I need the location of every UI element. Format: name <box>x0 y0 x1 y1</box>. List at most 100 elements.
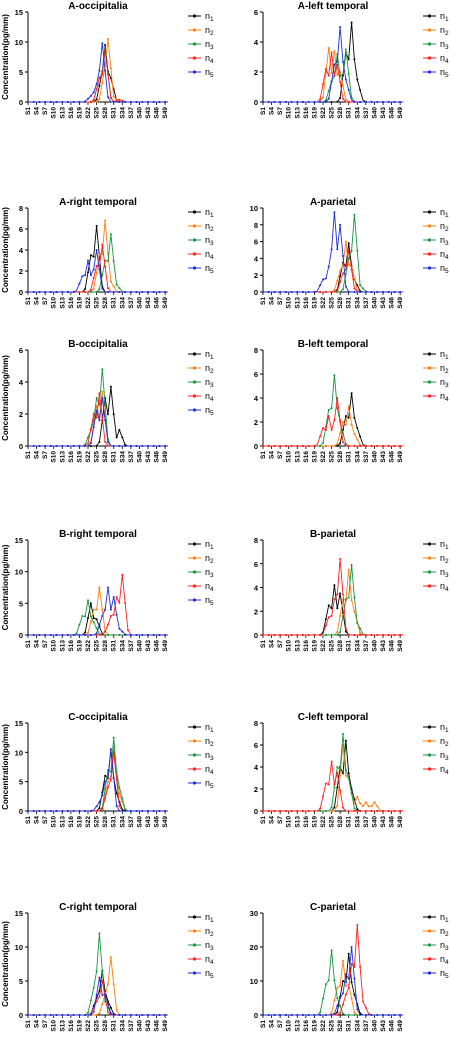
data-point <box>104 788 107 790</box>
y-tick-label: 0 <box>254 288 258 297</box>
data-point <box>347 290 350 293</box>
legend-marker <box>192 767 197 771</box>
legend-label: n1 <box>205 349 214 361</box>
data-point <box>118 429 121 431</box>
data-point <box>92 268 95 271</box>
data-point <box>362 1000 364 1003</box>
legend-label: n5 <box>440 968 449 980</box>
data-point <box>95 224 98 227</box>
x-tick-label: S49 <box>162 1020 169 1032</box>
y-tick-label: 0 <box>19 807 23 816</box>
data-point <box>302 634 304 636</box>
data-point <box>359 627 362 630</box>
data-point <box>353 416 356 419</box>
data-point <box>87 436 89 439</box>
x-tick-label: S37 <box>363 1020 370 1032</box>
data-point <box>49 634 52 636</box>
chart-panel: C-right temporal Concentration(pg/mm) 0 5 10… <box>1 902 214 1032</box>
x-tick-label: S22 <box>320 1020 327 1032</box>
data-point <box>353 445 356 447</box>
data-point <box>101 808 104 811</box>
series-line-n2 <box>263 569 403 636</box>
x-tick-label: S49 <box>162 297 169 309</box>
legend-label: n3 <box>205 39 214 51</box>
chart-title: C-parietal <box>310 902 356 913</box>
x-tick-label: S43 <box>380 297 387 309</box>
legend-marker <box>427 556 432 560</box>
legend-label: n4 <box>205 954 214 966</box>
legend-marker <box>192 366 197 370</box>
x-tick-label: S10 <box>51 107 58 119</box>
data-point <box>95 1013 98 1016</box>
x-tick-label: S31 <box>346 107 353 119</box>
x-tick-label: S43 <box>145 451 152 463</box>
x-tick-label: S4 <box>34 297 41 305</box>
data-point <box>336 60 339 63</box>
data-point <box>115 1009 118 1012</box>
data-point <box>92 617 95 619</box>
data-point <box>347 72 350 75</box>
x-tick-label: S40 <box>136 107 143 119</box>
y-tick-label: 8 <box>254 221 258 230</box>
x-tick-label: S37 <box>128 297 135 309</box>
data-point <box>319 633 322 636</box>
legend-label: n4 <box>205 764 214 776</box>
data-point <box>27 1014 29 1016</box>
x-tick-label: S46 <box>154 297 161 309</box>
data-point <box>84 445 87 447</box>
x-tick-label: S31 <box>111 640 118 652</box>
legend-marker <box>427 352 432 356</box>
data-point <box>333 806 336 809</box>
data-point <box>382 445 384 447</box>
data-point <box>109 1006 112 1009</box>
data-point <box>322 427 324 429</box>
data-point <box>95 810 98 812</box>
data-point <box>359 802 362 805</box>
data-point <box>98 995 101 998</box>
y-tick-label: 2 <box>19 410 23 419</box>
x-tick-label: S34 <box>354 107 361 119</box>
legend-label: n4 <box>205 391 214 403</box>
data-point <box>55 634 58 636</box>
series-line-n2 <box>28 746 168 812</box>
legend-marker <box>192 598 197 602</box>
legend-label: n5 <box>440 67 449 79</box>
data-point <box>353 596 356 599</box>
data-point <box>101 73 104 76</box>
x-tick-label: S4 <box>34 640 41 648</box>
data-point <box>356 622 359 625</box>
x-tick-label: S31 <box>111 451 118 463</box>
data-point <box>129 291 132 293</box>
data-point <box>353 798 356 801</box>
data-point <box>344 98 347 101</box>
data-point <box>344 739 347 742</box>
data-point <box>49 810 52 812</box>
x-tick-label: S28 <box>102 816 109 828</box>
data-point <box>84 291 87 293</box>
data-point <box>67 1014 69 1016</box>
legend-marker <box>427 42 432 46</box>
x-tick-label: S22 <box>320 640 327 652</box>
legend-marker <box>427 739 432 743</box>
x-tick-label: S31 <box>346 640 353 652</box>
x-tick-label: S40 <box>136 297 143 309</box>
data-point <box>152 634 155 636</box>
series-line-n3 <box>28 737 168 812</box>
data-point <box>118 786 121 789</box>
data-point <box>107 291 109 293</box>
x-tick-label: S22 <box>85 816 92 828</box>
data-point <box>61 634 64 636</box>
data-point <box>135 1014 138 1016</box>
data-point <box>399 634 402 636</box>
x-tick-label: S1 <box>260 640 267 648</box>
y-tick-label: 15 <box>15 719 23 728</box>
data-point <box>333 289 336 292</box>
x-tick-label: S40 <box>136 816 143 828</box>
data-point <box>118 634 121 636</box>
x-tick-label: S13 <box>294 640 301 652</box>
data-point <box>336 607 339 610</box>
data-point <box>121 630 124 633</box>
data-point <box>339 275 342 278</box>
